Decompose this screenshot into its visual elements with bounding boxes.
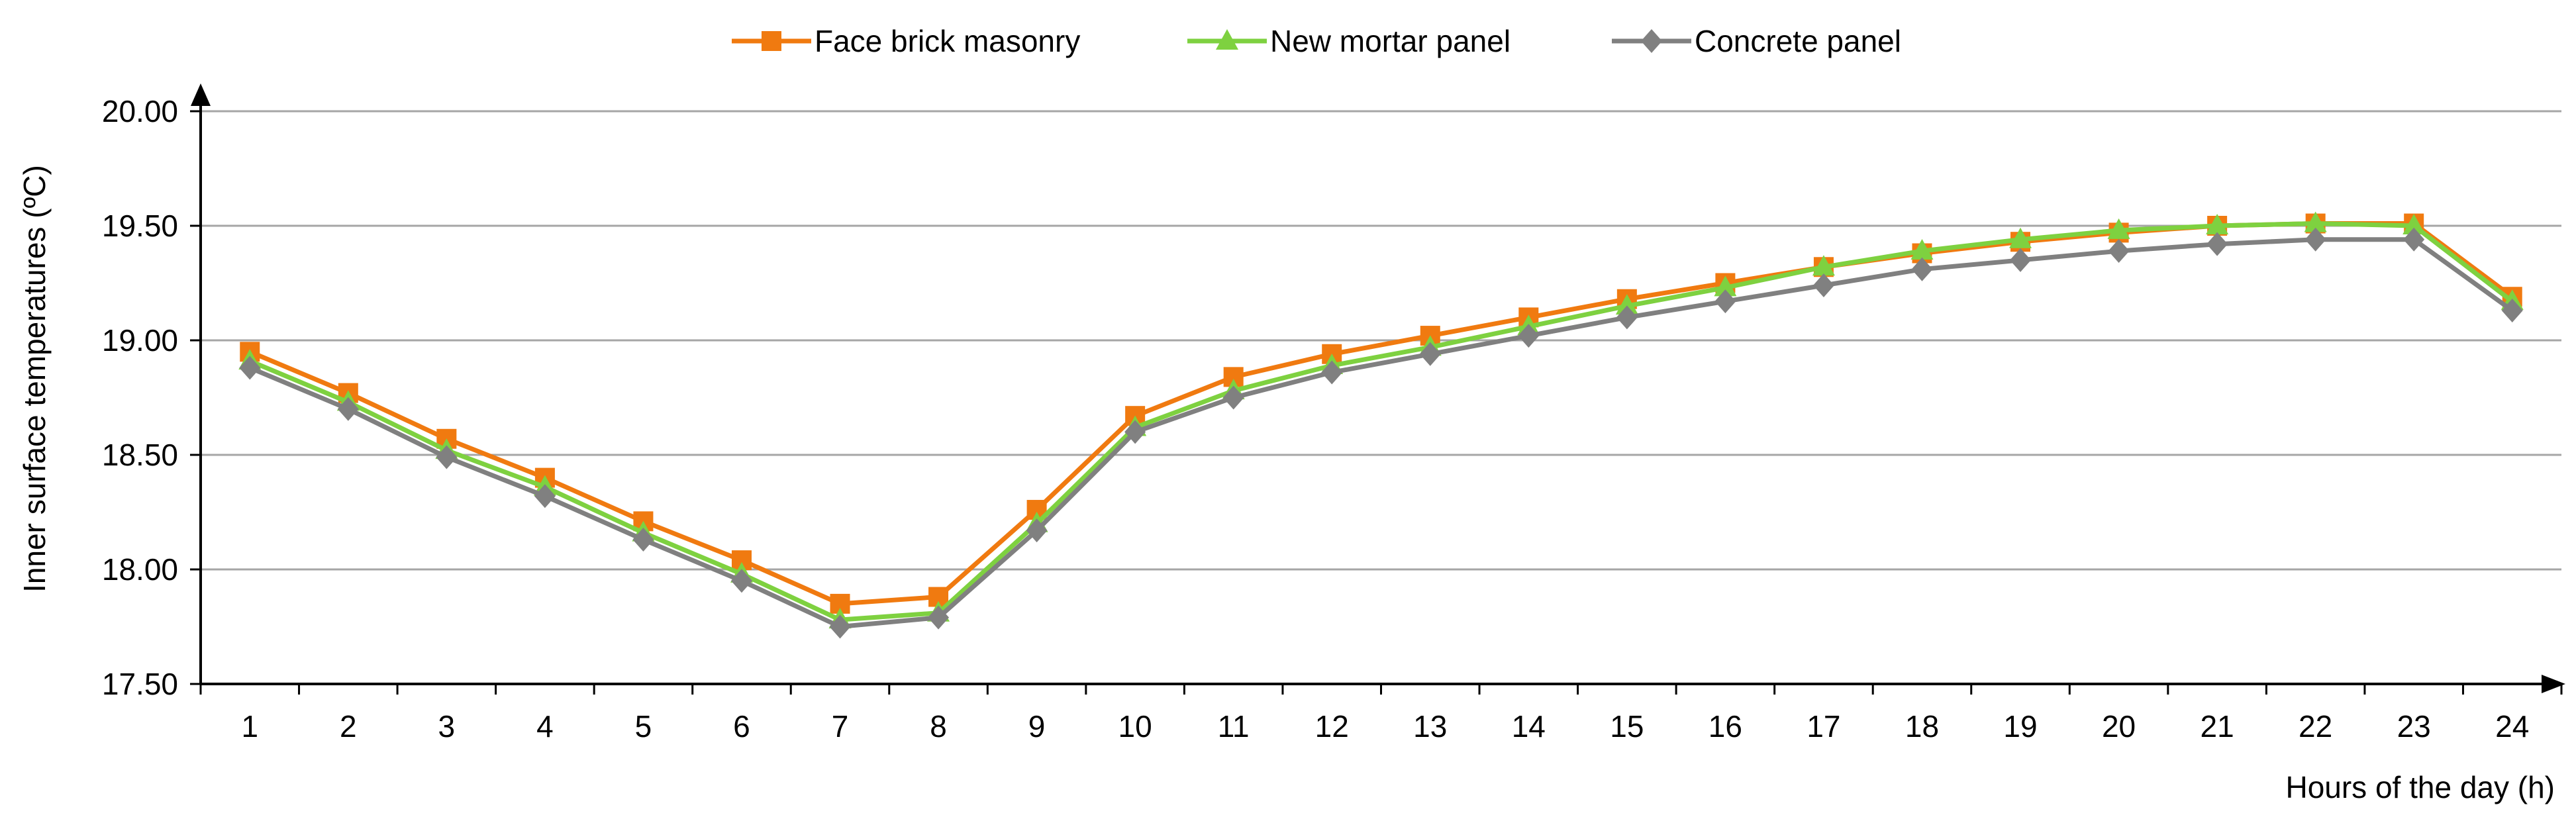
data-point [829, 614, 851, 639]
data-point [1026, 518, 1048, 543]
data-point [2501, 299, 2523, 323]
data-point [2107, 218, 2130, 239]
legend-item: New mortar panel [1187, 24, 1511, 58]
x-axis-label: Hours of the day (h) [2285, 770, 2555, 804]
y-axis-label: Inner surface temperatures (ºC) [17, 165, 52, 593]
data-point [2206, 214, 2229, 234]
axes [190, 83, 2565, 695]
x-tick-label: 22 [2299, 709, 2332, 744]
x-tick-label: 11 [1218, 709, 1250, 744]
data-point [1616, 305, 1638, 330]
x-tick-label: 12 [1315, 709, 1349, 744]
x-tick-label: 13 [1413, 709, 1447, 744]
gridlines [201, 110, 2561, 571]
legend-label: New mortar panel [1270, 24, 1511, 58]
x-tick-label: 3 [438, 709, 456, 744]
x-tick-label: 21 [2201, 709, 2234, 744]
x-tick-label: 4 [536, 709, 554, 744]
x-tick-label: 10 [1118, 709, 1152, 744]
legend-label: Concrete panel [1695, 24, 1901, 58]
data-point [2403, 214, 2426, 234]
data-point [1419, 342, 1441, 366]
y-tick-label: 18.00 [102, 552, 178, 587]
legend-marker [1216, 29, 1238, 50]
data-point [436, 445, 458, 469]
x-tick-label: 18 [1905, 709, 1939, 744]
data-point [2010, 248, 2032, 272]
y-tick-label: 20.00 [102, 94, 178, 128]
x-tick-label: 20 [2102, 709, 2136, 744]
x-tick-label: 2 [340, 709, 357, 744]
data-point [1615, 294, 1638, 315]
y-tick-label: 19.00 [102, 323, 178, 358]
series-line [248, 221, 2514, 606]
legend-marker [762, 31, 781, 51]
x-tick-label: 9 [1028, 709, 1046, 744]
legend-marker [1641, 29, 1662, 53]
x-tick-labels: 1 2 3 4 5 6 7 8 9 10 11 12 13 14 15 16 17 18 19 20 21 22 23 24 [241, 709, 2529, 744]
data-point [2108, 239, 2130, 264]
series-line [248, 237, 2514, 629]
x-tick-label: 6 [733, 709, 750, 744]
x-tick-label: 23 [2397, 709, 2431, 744]
legend: Face brick masonry New mortar panel Concre… [732, 24, 1901, 58]
legend-item: Face brick masonry [732, 24, 1080, 58]
x-tick-label: 15 [1610, 709, 1644, 744]
series-0 [240, 213, 2522, 614]
x-tick-label: 7 [832, 709, 849, 744]
legend-label: Face brick masonry [815, 24, 1080, 58]
y-tick-labels: 17.50 18.00 18.50 19.00 19.50 20.00 [102, 94, 178, 701]
data-point [2304, 227, 2326, 252]
y-axis-arrow [191, 83, 211, 106]
data-point [632, 528, 654, 552]
data-point [534, 484, 556, 508]
x-tick-label: 19 [2003, 709, 2037, 744]
y-tick-label: 18.50 [102, 438, 178, 472]
data-point [1518, 324, 1540, 348]
series-2 [239, 227, 2523, 639]
data-point [1910, 239, 1934, 260]
data-point [1321, 360, 1343, 385]
series-1 [238, 211, 2524, 629]
x-tick-label: 8 [930, 709, 947, 744]
data-point [1812, 255, 1835, 276]
x-tick-label: 1 [241, 709, 258, 744]
data-point [1222, 385, 1244, 410]
data-point [337, 397, 359, 421]
data-point [2206, 232, 2228, 256]
y-tick-label: 19.50 [102, 209, 178, 243]
data-point [730, 569, 752, 593]
data-point [1812, 273, 1834, 297]
series-group [238, 211, 2524, 639]
data-point [1714, 275, 1737, 297]
data-point [2403, 227, 2425, 252]
x-tick-label: 14 [1512, 709, 1546, 744]
data-point [1714, 289, 1736, 314]
data-point [239, 356, 261, 380]
data-point [2009, 227, 2032, 248]
data-point [928, 605, 950, 630]
series-line [248, 221, 2514, 622]
x-tick-label: 24 [2495, 709, 2529, 744]
x-axis-arrow [2542, 675, 2565, 693]
x-tick-label: 5 [635, 709, 652, 744]
data-point [1124, 420, 1146, 444]
x-tick-label: 17 [1807, 709, 1840, 744]
data-point [2304, 211, 2327, 232]
x-tick-label: 16 [1709, 709, 1742, 744]
data-point [1911, 257, 1933, 281]
y-tick-label: 17.50 [102, 667, 178, 701]
legend-item: Concrete panel [1612, 24, 1901, 58]
